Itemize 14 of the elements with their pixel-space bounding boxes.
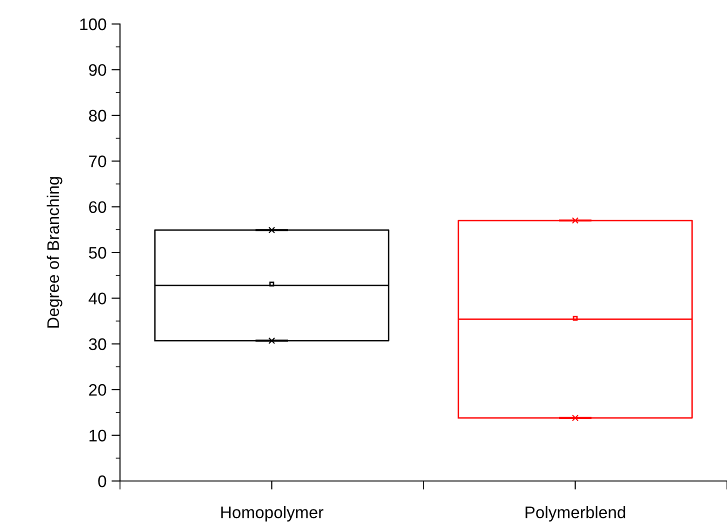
y-tick-label: 0 <box>98 475 106 488</box>
x-tick-label: Polymerblend <box>526 506 626 522</box>
y-axis-title: Degree of Branching <box>46 177 62 328</box>
y-tick-label: 20 <box>89 384 106 396</box>
x-tick-label: Homopolymer <box>221 506 324 522</box>
y-tick-label: 10 <box>90 430 106 442</box>
y-tick-label: 100 <box>80 18 106 30</box>
y-tick-label: 90 <box>89 64 106 76</box>
y-tick-label: 40 <box>88 292 106 304</box>
y-tick-label: 60 <box>89 201 106 214</box>
y-tick-label: 70 <box>89 156 106 168</box>
y-tick-label: 80 <box>88 110 106 122</box>
y-tick-label: 50 <box>88 246 106 259</box>
y-tick-label: 30 <box>88 338 106 350</box>
